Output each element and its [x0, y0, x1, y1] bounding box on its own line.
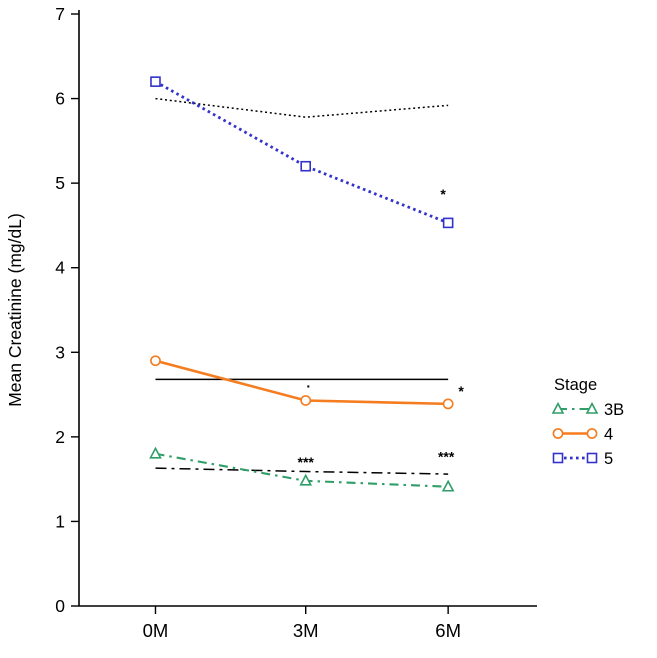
series-3B	[149, 446, 455, 492]
y-tick-label: 6	[55, 89, 65, 109]
significance-annotation: ·	[306, 378, 311, 394]
legend-entry-3B: 3B	[551, 401, 624, 419]
y-tick-label: 4	[55, 258, 65, 278]
y-tick-label: 7	[55, 4, 65, 24]
marker-triangle	[299, 473, 313, 486]
reference-line-stage-3B-reference	[155, 467, 449, 475]
legend: 3B 4 5	[551, 401, 624, 468]
series-4	[150, 355, 454, 410]
x-tick-label: 6M	[435, 620, 461, 641]
marker-triangle	[551, 401, 565, 414]
series-line-5	[154, 80, 449, 225]
marker-circle	[300, 395, 312, 406]
y-tick-label: 5	[55, 173, 65, 193]
marker-circle	[150, 355, 161, 367]
marker-square	[552, 452, 564, 464]
y-tick-label: 3	[55, 342, 65, 362]
legend-title: Stage	[554, 376, 597, 394]
marker-circle	[442, 398, 454, 410]
legend-label-5: 5	[604, 450, 613, 468]
marker-triangle	[585, 401, 599, 414]
y-tick-label: 0	[55, 596, 65, 616]
reference-line-stage-5-reference	[155, 97, 449, 118]
legend-entry-5: 5	[552, 450, 613, 468]
y-axis-title: Mean Creatinine (mg/dL)	[5, 213, 25, 407]
y-tick-label: 2	[55, 427, 65, 447]
legend-entry-4: 4	[552, 426, 613, 444]
marker-square	[150, 76, 161, 87]
marker-circle	[586, 428, 598, 439]
marker-triangle	[149, 446, 162, 459]
marker-circle	[552, 428, 564, 439]
significance-annotation: ***	[438, 448, 455, 464]
significance-annotation: *	[440, 186, 446, 202]
series-5	[150, 76, 454, 229]
marker-square	[586, 452, 598, 464]
significance-annotation: ***	[298, 454, 315, 470]
x-tick-label: 0M	[143, 620, 169, 641]
marker-square	[300, 160, 312, 172]
y-tick-label: 1	[55, 511, 65, 531]
significance-annotation: *	[458, 383, 464, 399]
marker-triangle	[441, 479, 455, 492]
legend-label-4: 4	[604, 426, 613, 444]
legend-label-3B: 3B	[604, 401, 624, 419]
x-tick-label: 3M	[293, 620, 319, 641]
marker-square	[442, 217, 454, 229]
